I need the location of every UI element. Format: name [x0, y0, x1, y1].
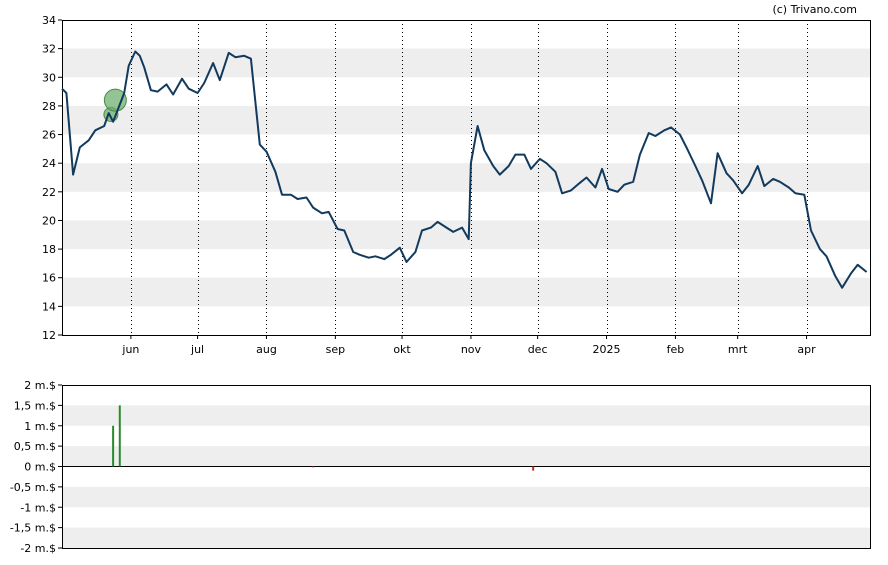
volume-chart: 2 m.$ 1,5 m.$ 1 m.$ 0,5 m.$ 0 m.$ -0,5 m.$ -1 …: [10, 379, 871, 555]
y-tick-label: 2 m.$: [24, 379, 56, 392]
y-tick-label: 0 m.$: [24, 461, 56, 474]
grid-band: [62, 277, 871, 307]
y-tick-label: 18: [42, 243, 56, 256]
x-tick-label: sep: [326, 343, 345, 356]
insider-marker: [103, 88, 127, 112]
y-tick-label: -2 m.$: [20, 542, 56, 555]
grid-band: [62, 527, 871, 548]
x-tick-label: nov: [461, 343, 482, 356]
y-tick-label: 34: [42, 14, 56, 27]
y-tick-label: 24: [42, 157, 56, 170]
grid-band: [62, 405, 871, 426]
x-tick-label: 2025: [593, 343, 621, 356]
y-tick-label: 26: [42, 129, 56, 142]
y-tick-label: 30: [42, 71, 56, 84]
y-tick-label: -0,5 m.$: [10, 481, 56, 494]
volume-y-axis: 2 m.$ 1,5 m.$ 1 m.$ 0,5 m.$ 0 m.$ -0,5 m.$ -1 …: [10, 379, 62, 555]
volume-bars: [112, 405, 535, 471]
y-tick-label: 22: [42, 186, 56, 199]
y-tick-label: 32: [42, 43, 56, 56]
price-series-line: [61, 50, 868, 289]
price-y-axis: 34 32 30 28 26 24 22 20 18 16 14 12: [42, 14, 62, 342]
y-tick-label: 20: [42, 214, 56, 227]
y-tick-label: 1,5 m.$: [14, 399, 56, 412]
x-tick-label: feb: [667, 343, 685, 356]
y-tick-label: 16: [42, 272, 56, 285]
grid-band: [62, 105, 871, 135]
y-tick-label: 1 m.$: [24, 420, 56, 433]
x-tick-label: jul: [190, 343, 204, 356]
price-month-gridlines: [131, 20, 808, 335]
credit-label: (c) Trivano.com: [772, 3, 857, 16]
y-tick-label: 0,5 m.$: [14, 440, 56, 453]
grid-band: [62, 446, 871, 467]
x-tick-label: mrt: [728, 343, 748, 356]
y-tick-label: -1,5 m.$: [10, 522, 56, 535]
x-tick-label: apr: [797, 343, 816, 356]
price-plot-frame: [62, 20, 871, 336]
y-tick-label: 14: [42, 300, 56, 313]
x-tick-label: aug: [256, 343, 277, 356]
x-tick-label: dec: [528, 343, 548, 356]
y-tick-label: 12: [42, 329, 56, 342]
y-tick-label: -1 m.$: [20, 501, 56, 514]
grid-band: [62, 48, 871, 78]
price-grid-bands: [62, 48, 871, 307]
grid-band: [62, 486, 871, 508]
price-x-axis: jun jul aug sep okt nov dec 2025 feb mrt apr: [121, 335, 816, 356]
volume-grid-bands: [62, 405, 871, 548]
x-tick-label: okt: [393, 343, 411, 356]
price-chart: 34 32 30 28 26 24 22 20 18 16 14 12 jun jul aug sep okt…: [42, 14, 871, 356]
x-tick-label: jun: [121, 343, 139, 356]
grid-band: [62, 163, 871, 192]
y-tick-label: 28: [42, 100, 56, 113]
